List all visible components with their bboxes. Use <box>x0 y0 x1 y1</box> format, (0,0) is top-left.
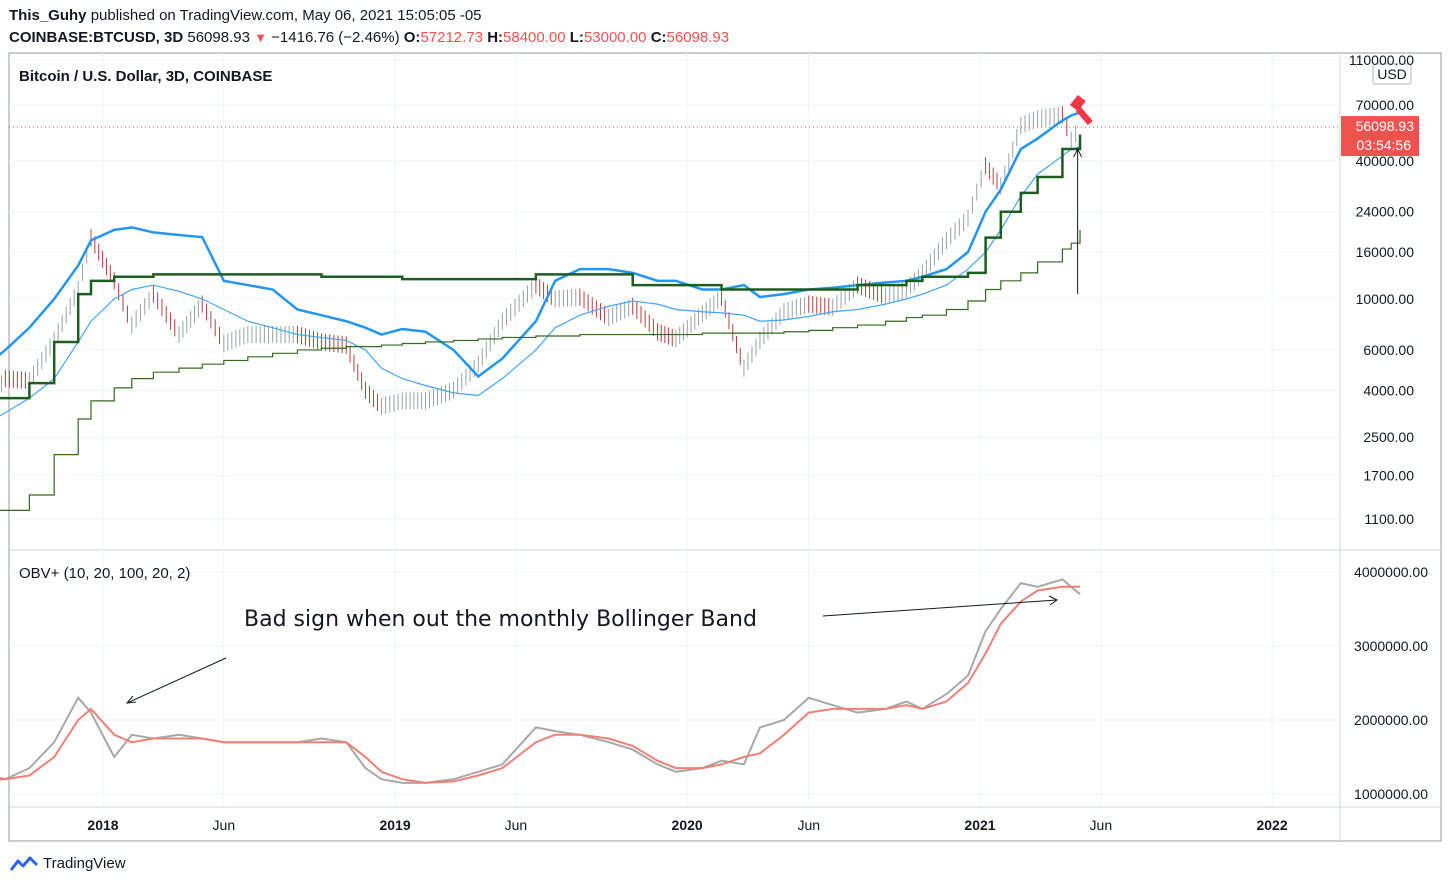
basis-series-line <box>0 146 1081 417</box>
publish-text: published on TradingView.com, May 06, 20… <box>90 7 482 24</box>
price-tick-label: 110000.00 <box>1349 52 1414 68</box>
step_thin-series-line <box>0 229 1081 511</box>
grid-lines <box>9 53 1340 807</box>
time-tick-label: Jun <box>797 817 820 833</box>
time-tick-label: 2021 <box>964 817 995 833</box>
hammer-drawing-icon[interactable] <box>1069 95 1093 125</box>
time-tick-label: 2019 <box>379 817 410 833</box>
time-tick-label: 2022 <box>1256 817 1287 833</box>
obv-pane[interactable]: OBV+ (10, 20, 100, 20, 2) Bad sign when … <box>0 565 1081 784</box>
annotation-text: Bad sign when out the monthly Bollinger … <box>244 607 757 632</box>
obv-series-line <box>0 578 1081 784</box>
price-tick-label: 4000.00 <box>1363 382 1414 398</box>
time-tick-label: Jun <box>505 817 528 833</box>
obv_ma-series-line <box>0 585 1081 784</box>
price-tick-label: 40000.00 <box>1356 153 1415 169</box>
obv-tick-label: 2000000.00 <box>1354 712 1428 728</box>
tradingview-brand[interactable]: TradingView <box>9 855 126 872</box>
obv-tick-label: 4000000.00 <box>1354 564 1428 580</box>
currency-badge[interactable]: USD <box>1372 63 1412 85</box>
obv-tick-label: 1000000.00 <box>1354 786 1428 802</box>
obv-pane-title: OBV+ (10, 20, 100, 20, 2) <box>19 565 190 582</box>
last-price-tag-label: 56098.93 <box>1356 118 1415 134</box>
price-bars <box>1 106 1077 416</box>
price-tick-label: 16000.00 <box>1356 244 1415 260</box>
time-tick-label: Jun <box>1090 817 1113 833</box>
symbol-info: COINBASE:BTCUSD, 3D 56098.93 ▼ −1416.76 … <box>9 29 729 46</box>
price-arrow-head <box>1073 147 1083 158</box>
last-price-tag <box>1341 116 1419 157</box>
chart-frame <box>8 52 1442 842</box>
axes: USD 110000.00 70000.00 40000.00 24000.00 160… <box>87 52 1428 833</box>
down-triangle-icon: ▼ <box>254 30 267 45</box>
obv-arrow-left-head <box>125 695 137 704</box>
obv-arrow-right-head <box>1048 595 1058 606</box>
currency-label: USD <box>1377 66 1407 82</box>
price-pane-title: Bitcoin / U.S. Dollar, 3D, COINBASE <box>19 68 272 85</box>
price-tick-label: 70000.00 <box>1356 97 1415 113</box>
time-tick-label: 2020 <box>672 817 703 833</box>
high-value: 58400.00 <box>503 29 566 46</box>
high-label: H: <box>487 29 504 46</box>
price-tick-label: 6000.00 <box>1363 342 1414 358</box>
price-tick-label: 10000.00 <box>1356 291 1415 307</box>
publish-info: This_Guhy published on TradingView.com, … <box>9 7 482 24</box>
price-tick-label: 24000.00 <box>1356 204 1415 220</box>
price-tick-label: 1100.00 <box>1364 511 1414 527</box>
low-value: 53000.00 <box>583 29 647 46</box>
close-label: C: <box>650 29 667 46</box>
countdown-label: 03:54:56 <box>1357 137 1412 153</box>
close-value: 56098.93 <box>666 29 730 46</box>
obv-arrow-left-line[interactable] <box>126 657 227 704</box>
obv-arrow-right-line[interactable] <box>822 599 1058 617</box>
time-tick-label: Jun <box>213 817 236 833</box>
low-label: L: <box>569 29 584 46</box>
author-name[interactable]: This_Guhy <box>9 7 87 24</box>
brand-name: TradingView <box>43 855 126 872</box>
time-tick-label: 2018 <box>87 817 118 833</box>
last-price: 56098.93 <box>187 29 250 46</box>
obv-tick-label: 3000000.00 <box>1354 638 1428 654</box>
price-tick-label: 2500.00 <box>1363 429 1414 445</box>
price-tick-label: 1700.00 <box>1363 468 1414 484</box>
price-change: −1416.76 (−2.46%) <box>271 29 400 46</box>
symbol-label: COINBASE:BTCUSD, 3D <box>9 29 184 46</box>
price-pane[interactable]: Bitcoin / U.S. Dollar, 3D, COINBASE <box>0 68 1340 511</box>
step_thick-series-line <box>0 134 1082 400</box>
upper_band-series-line <box>0 111 1081 379</box>
tradingview-logo-icon <box>9 856 39 871</box>
open-value: 57212.73 <box>420 29 484 46</box>
open-label: O: <box>403 29 421 46</box>
